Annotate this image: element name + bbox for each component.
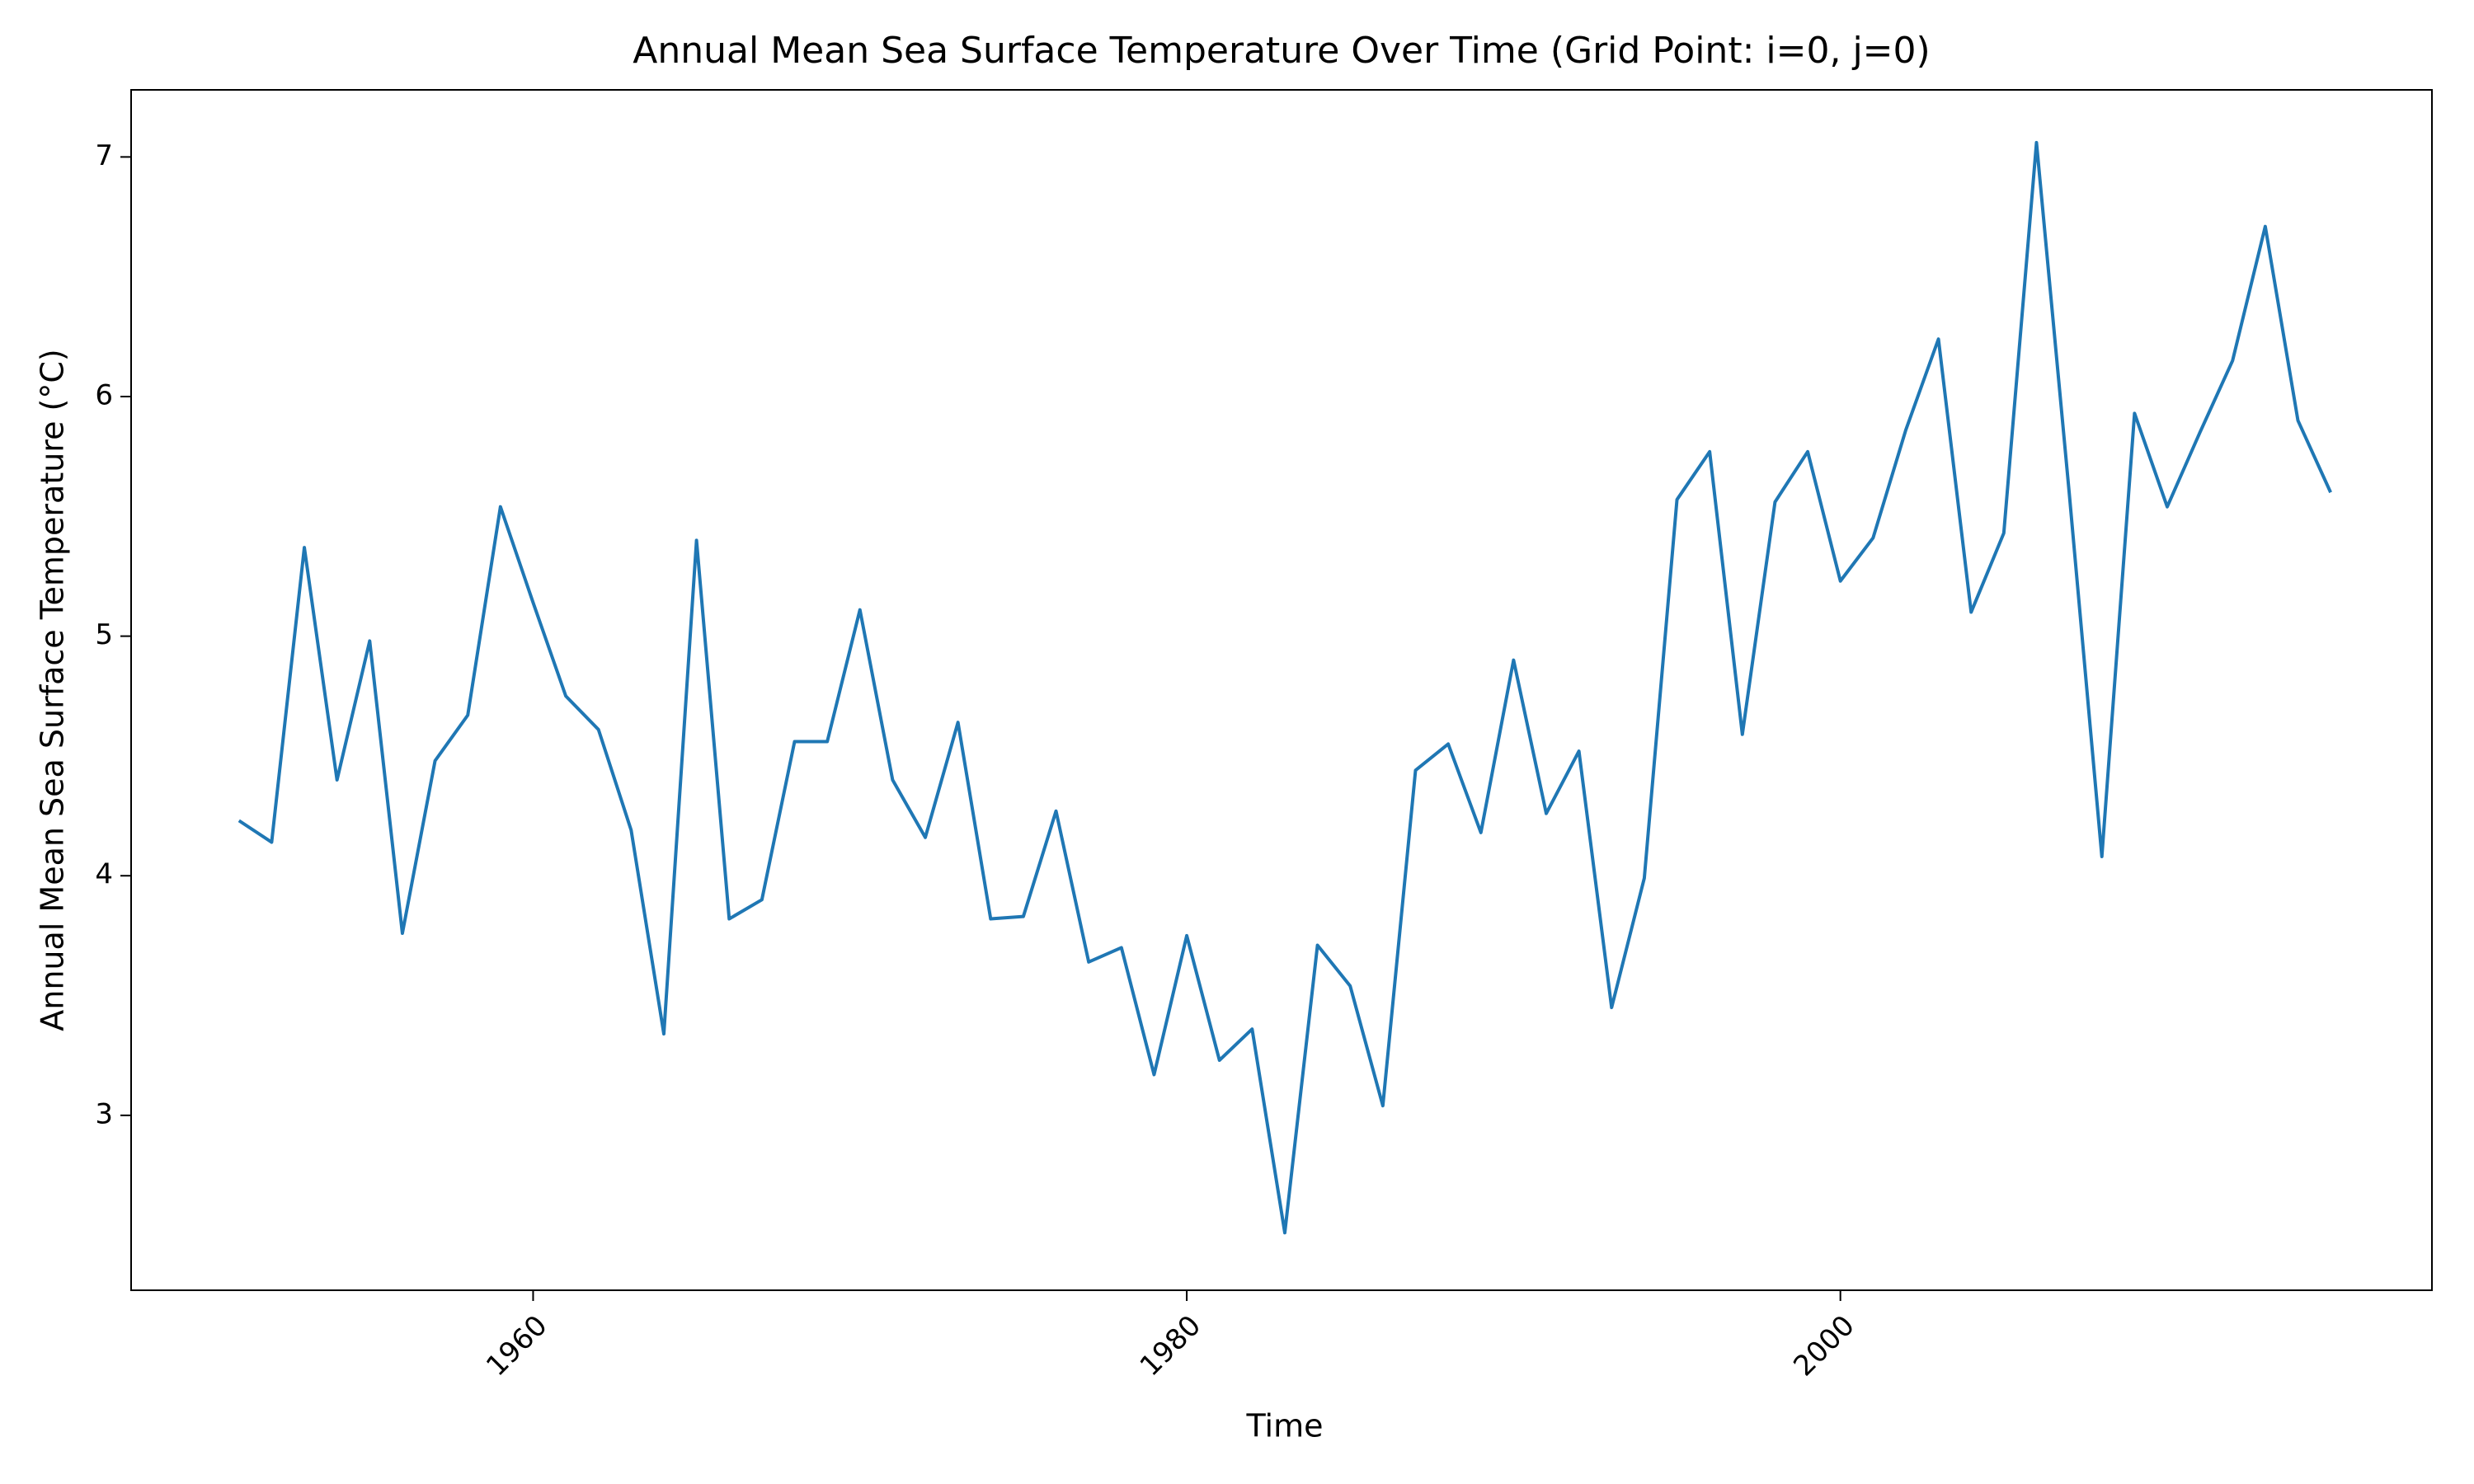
y-tick-label: 4 xyxy=(95,858,113,891)
y-tick-label: 5 xyxy=(95,618,113,651)
x-axis-label: Time xyxy=(1246,1408,1324,1444)
y-tick-label: 7 xyxy=(95,139,113,172)
y-axis-label: Annual Mean Sea Surface Temperature (°C) xyxy=(35,349,71,1031)
y-tick-label: 6 xyxy=(95,378,113,411)
plot-frame xyxy=(130,89,2433,1291)
y-tick-label: 3 xyxy=(95,1097,113,1130)
data-line xyxy=(238,140,2332,1235)
chart-title: Annual Mean Sea Surface Temperature Over… xyxy=(633,30,1930,72)
